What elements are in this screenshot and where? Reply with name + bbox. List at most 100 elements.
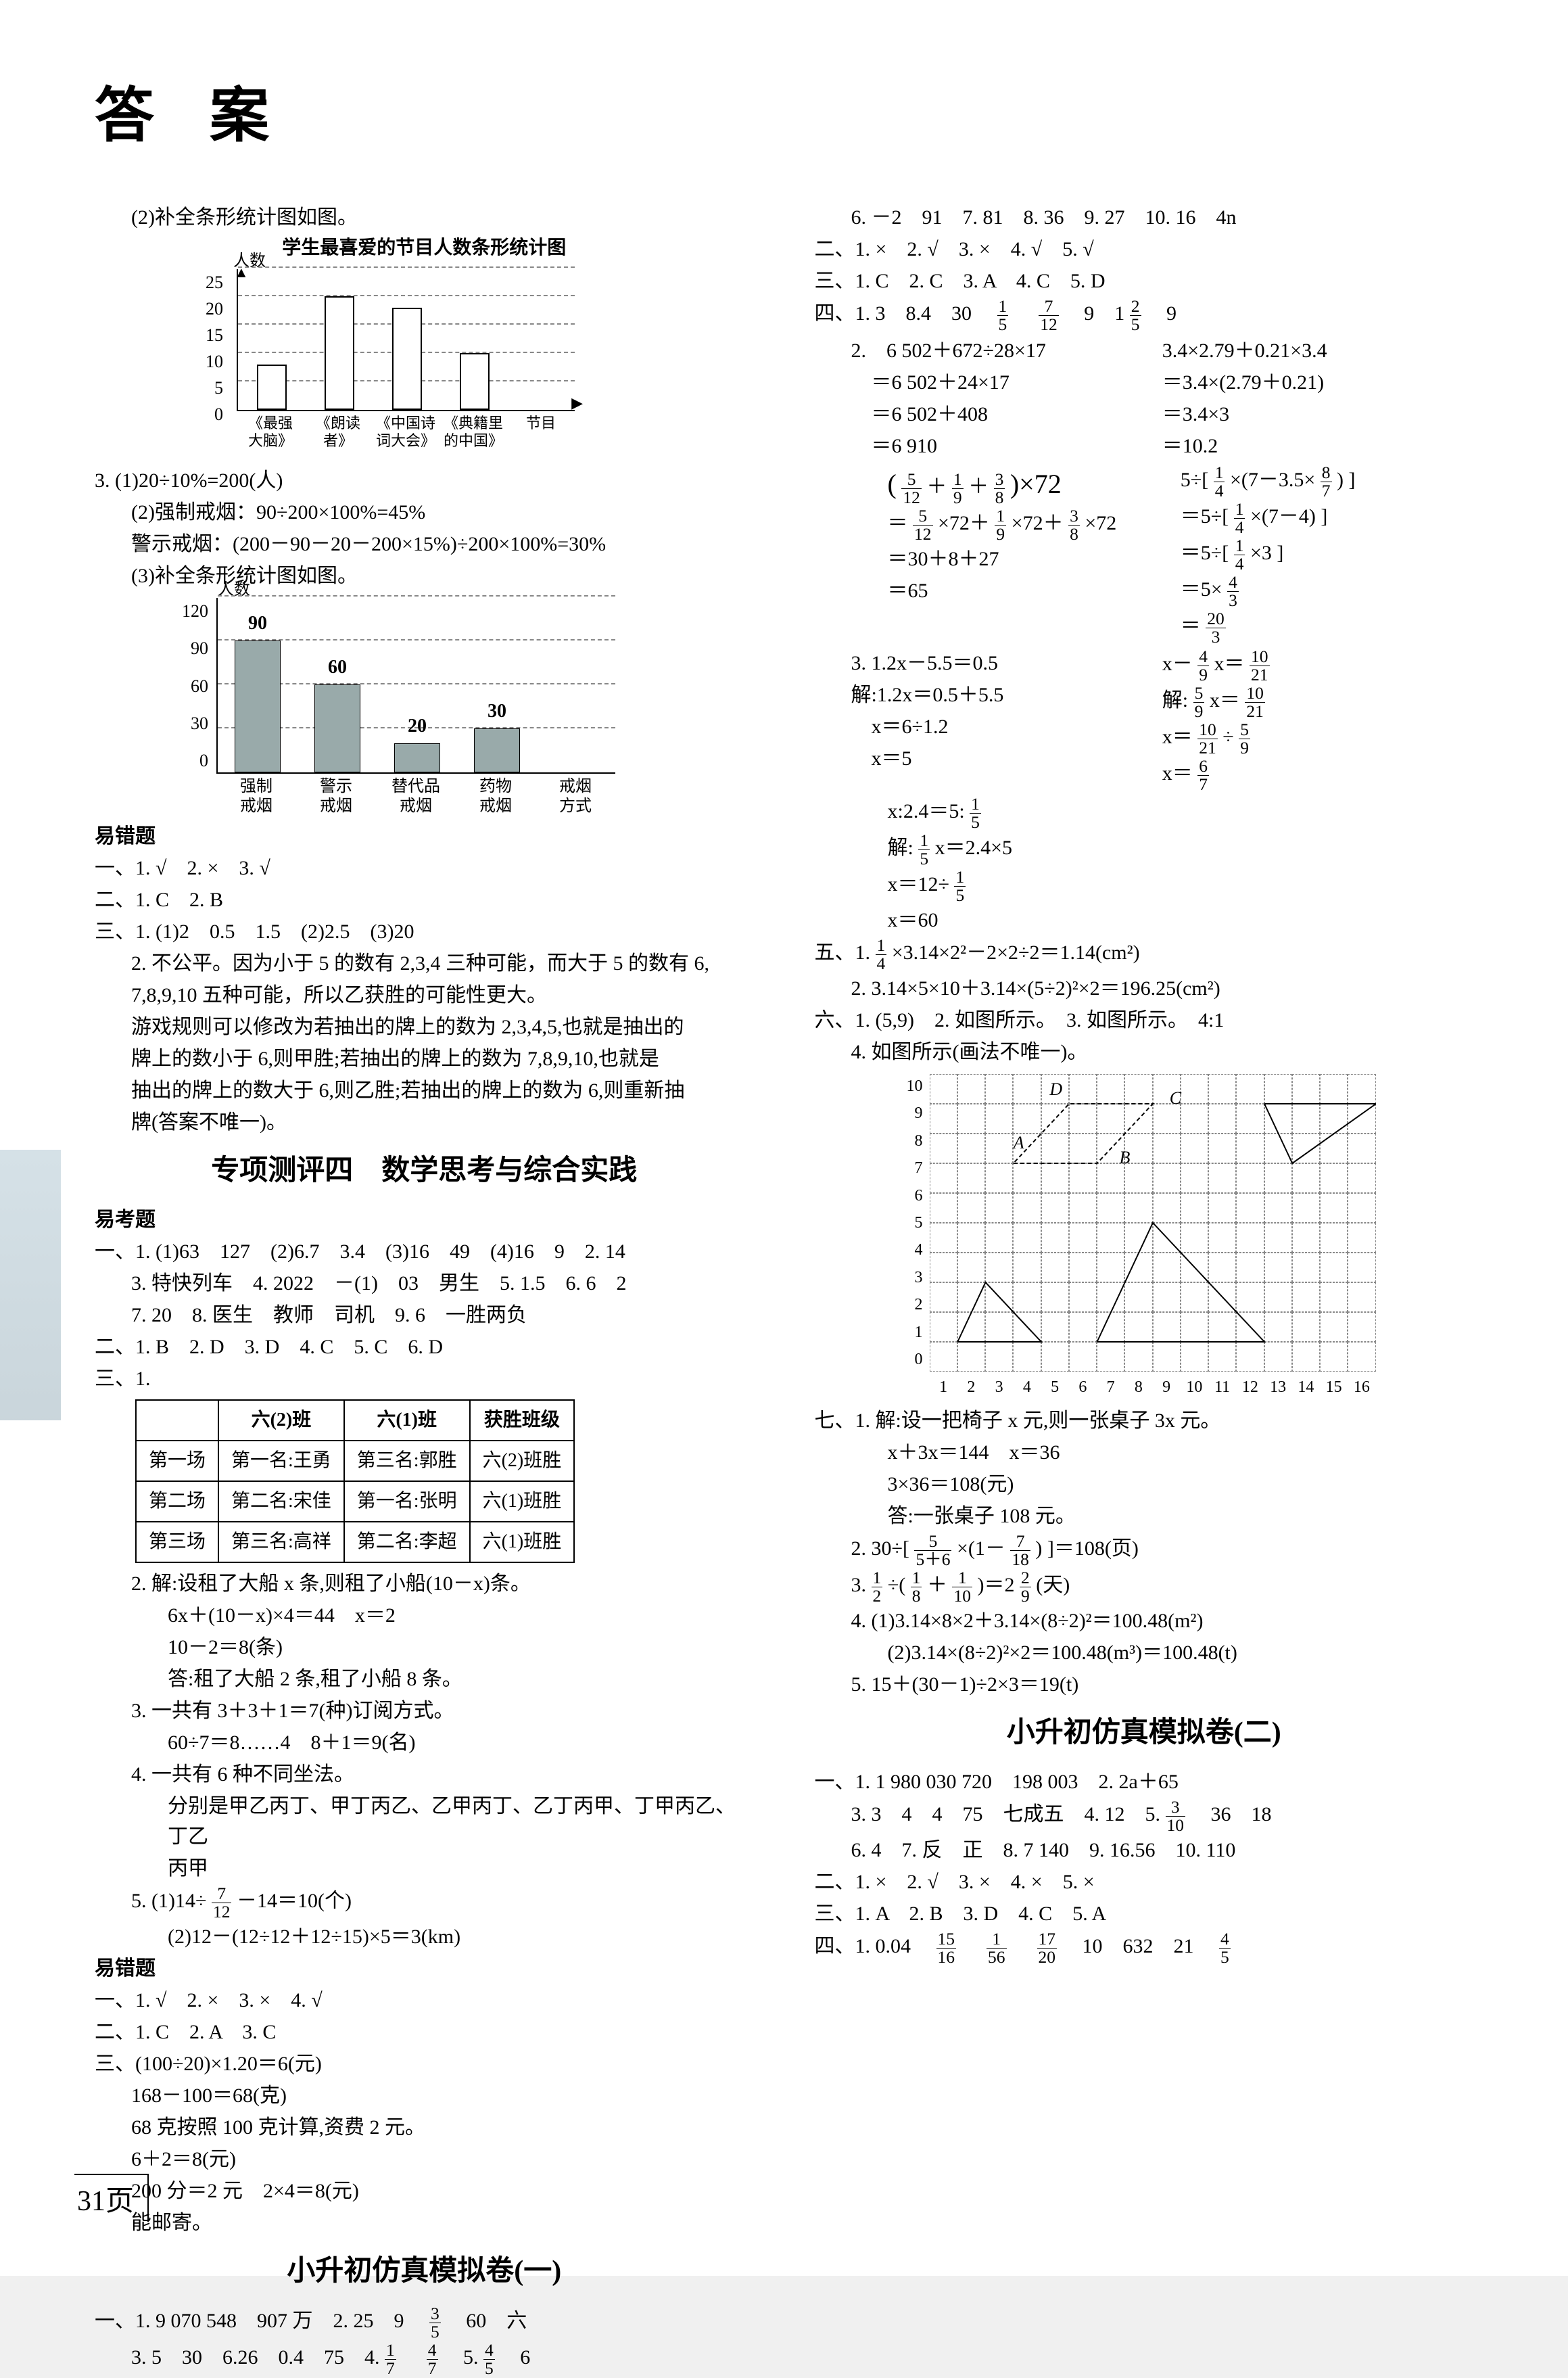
text: (2)12－(12÷12＋12÷15)×5＝3(km) (95, 1921, 754, 1952)
grid-label: C (1169, 1088, 1181, 1108)
chart2-plot: 90602030 (216, 598, 615, 774)
text: (3)补全条形统计图如图。 (95, 561, 754, 591)
grid-label: B (1119, 1148, 1130, 1167)
text: 一、1. (1)63 127 (2)6.7 3.4 (3)16 49 (4)16… (95, 1236, 754, 1267)
grid-shape (1097, 1223, 1264, 1342)
td: 第二名:李超 (344, 1522, 470, 1562)
td: 第一名:王勇 (218, 1441, 344, 1481)
text: 4. 如图所示(画法不唯一)。 (815, 1037, 1474, 1067)
calc-pair: 3. 1.2x－5.5＝0.5 解:1.2x＝0.5＋5.5 x＝6÷1.2 x… (815, 647, 1474, 794)
td: 六(1)班胜 (470, 1481, 575, 1522)
grid-ytick: 4 (896, 1238, 923, 1262)
chart2-bar-label: 20 (394, 712, 440, 741)
calc-pair: ( 512 ＋ 19 ＋ 38 )×72 ＝ 512 ×72＋ 19 ×72＋ (815, 463, 1474, 647)
ranking-table: 六(2)班 六(1)班 获胜班级 第一场 第一名:王勇 第三名:郭胜 六(2)班… (135, 1399, 575, 1563)
table-row: 第二场 第二名:宋佳 第一名:张明 六(1)班胜 (136, 1481, 574, 1522)
fraction: 14 (876, 937, 887, 972)
ytick: 30 (176, 710, 208, 737)
grid-svg: ABCD (930, 1074, 1376, 1372)
grid-xtick: 12 (1236, 1375, 1264, 1399)
text: 三、1. C 2. C 3. A 4. C 5. D (815, 266, 1474, 296)
text: 一、1. 1 980 030 720 198 003 2. 2a＋65 (815, 1767, 1474, 1797)
td: 六(2)班胜 (470, 1441, 575, 1481)
text: ＝ 512 ×72＋ 19 ×72＋ 38 ×72 (888, 507, 1181, 542)
td: 第二名:宋佳 (218, 1481, 344, 1522)
chart2-bar (394, 743, 440, 772)
text: x＝ 1021 ÷ 59 (1162, 721, 1473, 756)
text: 6. －2 91 7. 81 8. 36 9. 27 10. 16 4n (815, 202, 1474, 233)
fraction: 310 (1166, 1798, 1186, 1834)
answer-page: 答 案 (2)补全条形统计图如图。 学生最喜爱的节目人数条形统计图 人数 ▲ 2… (0, 0, 1568, 2276)
fraction: 67 (1197, 757, 1209, 793)
fraction: 25 (1130, 298, 1141, 333)
calc-right: x－ 49 x＝ 1021 解: 59 x＝ 1021 x＝ 1021 (1162, 647, 1473, 794)
th: 六(1)班 (344, 1400, 470, 1441)
text: 四、1. 3 8.4 30 15 712 9 1 25 9 (815, 298, 1474, 333)
text: 3. 5 30 6.26 0.4 75 4. 17 47 5. 45 6 (95, 2341, 754, 2377)
text: 警示戒烟：(200－90－20－200×15%)÷200×100%=30% (95, 529, 754, 559)
grid-xtick: 5 (1041, 1375, 1069, 1399)
chart1-xlabels: 《最强大脑》《朗读者》《中国诗词大会》《典籍里的中国》节目 (237, 415, 575, 450)
fraction: 512 (913, 507, 933, 542)
text: ＝5× 43 (1181, 574, 1473, 609)
text: 3. 12 ÷( 18 ＋ 110 )＝2 29 (天) (815, 1569, 1474, 1604)
arrow-right-icon: ▶ (571, 392, 583, 414)
text: 三、(100÷20)×1.20＝6(元) (95, 2049, 754, 2079)
text: 解:1.2x＝0.5＋5.5 (851, 680, 1162, 710)
chart2-bar-label: 30 (474, 697, 520, 726)
table-row: 第一场 第一名:王勇 第三名:郭胜 六(2)班胜 (136, 1441, 574, 1481)
text: 6. 4 7. 反 正 8. 7 140 9. 16.56 10. 110 (815, 1835, 1474, 1865)
text: 3. 一共有 3＋3＋1＝7(种)订阅方式。 (95, 1696, 754, 1726)
ytick: 0 (196, 401, 223, 427)
chart1-bar (460, 353, 490, 410)
text: 3. 1.2x－5.5＝0.5 (851, 648, 1162, 678)
text: 抽出的牌上的数大于 6,则乙胜;若抽出的牌上的数为 6,则重新抽 (95, 1075, 754, 1106)
fraction: 712 (212, 1885, 232, 1920)
text: ＝5÷[ 14 ×(7－4) ] (1181, 500, 1473, 536)
grid-ytick: 9 (896, 1101, 923, 1125)
fraction: 14 (1234, 500, 1245, 536)
text: 三、1. A 2. B 3. D 4. C 5. A (815, 1898, 1474, 1929)
text: 3.4×2.79＋0.21×3.4 (1162, 335, 1473, 366)
chart2-xlabel: 替代品戒烟 (376, 777, 456, 816)
watermark (0, 1150, 61, 1420)
two-columns: (2)补全条形统计图如图。 学生最喜爱的节目人数条形统计图 人数 ▲ 25 20… (95, 201, 1473, 2378)
td: 第一名:张明 (344, 1481, 470, 1522)
text: 5. 15＋(30－1)÷2×3＝19(t) (815, 1669, 1474, 1700)
page-title: 答 案 (95, 68, 1473, 154)
text: (2)强制戒烟：90÷200×100%=45% (95, 497, 754, 528)
chart1-title: 学生最喜爱的节目人数条形统计图 (95, 234, 754, 262)
grid-ytick: 5 (896, 1211, 923, 1235)
td: 六(1)班胜 (470, 1522, 575, 1562)
text: 5. (1)14÷ 712 －14＝10(个) (95, 1885, 754, 1920)
text: x－ 49 x＝ 1021 (1162, 648, 1473, 683)
text: 一、1. √ 2. × 3. × 4. √ (95, 1985, 754, 2015)
fraction: 43 (1227, 574, 1239, 609)
text: 3. (1)20÷10%=200(人) (95, 465, 754, 496)
grid-ytick: 1 (896, 1320, 923, 1345)
fraction: 15 (997, 298, 1009, 333)
text: x＝5 (851, 743, 1162, 774)
text: 二、1. C 2. A 3. C (95, 2017, 754, 2047)
grid-xtick: 3 (985, 1375, 1013, 1399)
grid-xtick: 6 (1069, 1375, 1097, 1399)
text: 牌上的数小于 6,则甲胜;若抽出的牌上的数为 7,8,9,10,也就是 (95, 1044, 754, 1074)
grid-xtick: 13 (1264, 1375, 1292, 1399)
chart2-xlabel: 戒烟方式 (536, 777, 615, 816)
fraction: 35 (429, 2305, 441, 2340)
text: 三、1. (95, 1363, 754, 1394)
section-title: 小升初仿真模拟卷(二) (815, 1712, 1474, 1754)
text: x＝12÷ 15 (815, 868, 1474, 904)
fraction: 15 (954, 868, 966, 904)
text: (2)补全条形统计图如图。 (95, 202, 754, 233)
grid-ytick: 3 (896, 1265, 923, 1290)
text: ＝65 (888, 576, 1181, 606)
grid-xtick: 1 (930, 1375, 957, 1399)
text: 2. 6 502＋672÷28×17 (851, 335, 1162, 366)
fraction: 14 (1234, 537, 1245, 572)
text: 3. 特快列车 4. 2022 －(1) 03 男生 5. 1.5 6. 6 2 (95, 1268, 754, 1299)
fraction: 45 (483, 2341, 495, 2377)
text: 10－2＝8(条) (95, 1632, 754, 1662)
th: 获胜班级 (470, 1400, 575, 1441)
text: 二、1. C 2. B (95, 885, 754, 915)
